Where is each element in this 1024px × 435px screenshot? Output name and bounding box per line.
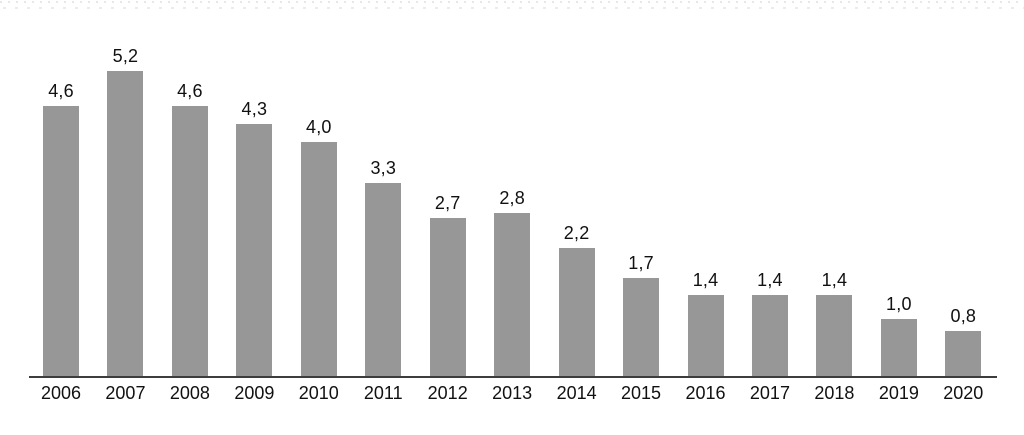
bar-2017 <box>751 295 788 378</box>
bar-2012 <box>429 218 466 378</box>
bar-2008 <box>171 106 208 378</box>
x-tick-label: 2015 <box>621 383 662 403</box>
bar-value-label: 4,6 <box>48 81 74 102</box>
x-tick-label: 2009 <box>234 383 275 403</box>
x-tick-label: 2010 <box>298 383 339 403</box>
bar-value-label: 5,2 <box>112 45 139 66</box>
bar-value-label: 3,3 <box>370 157 397 178</box>
bar-2020 <box>945 330 982 378</box>
bar-value-label: 2,7 <box>434 193 461 214</box>
bar-value-label: 1,4 <box>757 270 783 291</box>
x-tick-label: 2012 <box>427 383 468 403</box>
x-tick-label: 2017 <box>749 383 790 403</box>
bar-2013 <box>494 212 531 378</box>
bar-2014 <box>558 247 595 378</box>
x-tick-label: 2018 <box>814 383 855 403</box>
bar-2018 <box>816 295 853 378</box>
bar-value-label: 4,6 <box>177 81 203 102</box>
bar-value-label: 4,3 <box>241 98 268 119</box>
bar-value-label: 1,4 <box>692 270 719 291</box>
bar-2010 <box>300 141 337 378</box>
bar-value-label: 2,2 <box>563 222 590 243</box>
x-tick-label: 2020 <box>943 383 984 403</box>
bar-2015 <box>623 277 660 378</box>
x-tick-label: 2007 <box>105 383 146 403</box>
bar-2019 <box>880 318 917 378</box>
bar-value-label: 2,8 <box>499 187 525 208</box>
x-tick-label: 2016 <box>685 383 726 403</box>
x-tick-label: 2006 <box>40 383 82 403</box>
bar-2009 <box>236 123 273 378</box>
bar-2007 <box>107 70 144 378</box>
x-tick-label: 2011 <box>363 383 403 403</box>
bar-value-label: 1,0 <box>886 293 912 314</box>
bar-2011 <box>365 182 402 378</box>
x-axis-line <box>29 376 997 378</box>
bar-value-label: 4,0 <box>305 116 332 137</box>
bar-2006 <box>43 106 79 378</box>
x-tick-label: 2013 <box>492 383 533 403</box>
bar-value-label: 1,4 <box>821 270 848 291</box>
bar-2016 <box>687 295 724 378</box>
x-tick-label: 2014 <box>556 383 597 403</box>
bar-value-label: 0,8 <box>950 305 977 326</box>
cropped-text-artifact-strip <box>0 0 1024 11</box>
x-tick-label: 2019 <box>878 383 919 403</box>
x-tick-label: 2008 <box>169 383 210 403</box>
bar-value-label: 1,7 <box>628 252 654 273</box>
